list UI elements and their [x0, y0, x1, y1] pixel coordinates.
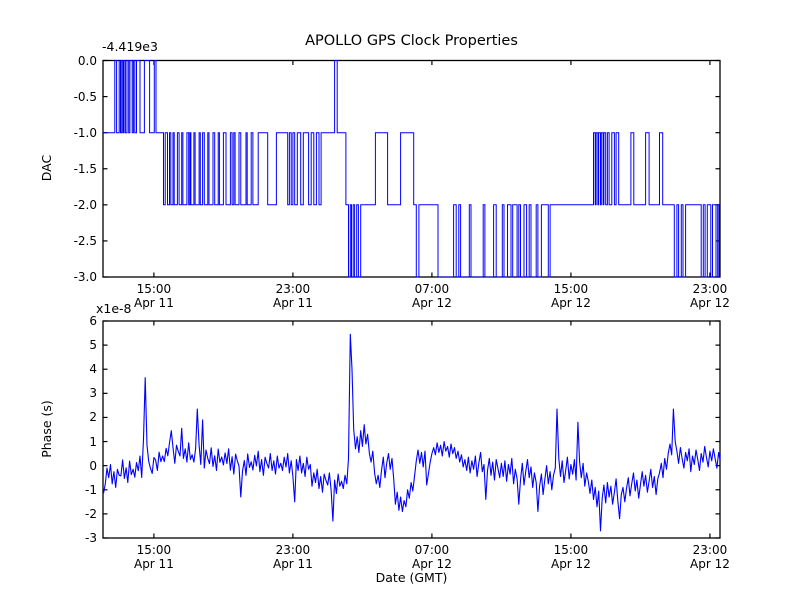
- y-tick-label: -2: [85, 506, 97, 521]
- x-tick-label: 07:00 Apr 12: [411, 282, 452, 310]
- dac-axis-offset-text: -4.419e3: [102, 39, 158, 54]
- dac-step-line: [103, 60, 720, 278]
- y-tick-label: 4: [89, 362, 97, 377]
- x-tick-label: 23:00 Apr 11: [272, 282, 313, 310]
- y-tick-label: -1.0: [73, 125, 97, 140]
- x-tick-label: 23:00 Apr 11: [272, 543, 313, 571]
- phase-axis-offset-text: x1e-8: [96, 301, 132, 316]
- y-tick-label: -1.5: [73, 161, 97, 176]
- y-tick-label: 5: [89, 338, 97, 353]
- x-tick-label: 15:00 Apr 11: [133, 282, 174, 310]
- x-tick-label: 15:00 Apr 12: [550, 282, 591, 310]
- y-tick-label: 1: [89, 434, 97, 449]
- y-tick-label: 0.0: [77, 53, 97, 68]
- x-tick-label: 15:00 Apr 11: [133, 543, 174, 571]
- y-tick-label: -3: [85, 531, 97, 545]
- y-tick-label: 2: [89, 410, 97, 425]
- y-tick-label: 3: [89, 386, 97, 401]
- y-tick-label: -1: [85, 482, 97, 497]
- y-tick-label: -0.5: [73, 89, 97, 104]
- chart-title: APOLLO GPS Clock Properties: [305, 33, 518, 49]
- phase-line: [102, 333, 721, 532]
- y-tick-label: 6: [89, 314, 97, 328]
- x-tick-label: 23:00 Apr 12: [690, 282, 730, 310]
- axes-frame: [102, 320, 721, 539]
- x-tick-label: 07:00 Apr 12: [411, 543, 452, 571]
- x-tick-label: 23:00 Apr 12: [690, 543, 730, 571]
- y-tick-label: -2.0: [73, 197, 97, 212]
- x-tick-label: 15:00 Apr 12: [550, 543, 591, 571]
- x-axis-label: Date (GMT): [375, 570, 448, 585]
- y-tick-label: -2.5: [73, 233, 97, 248]
- y-tick-label: 0: [89, 458, 97, 473]
- y-tick-label: -3.0: [73, 270, 97, 284]
